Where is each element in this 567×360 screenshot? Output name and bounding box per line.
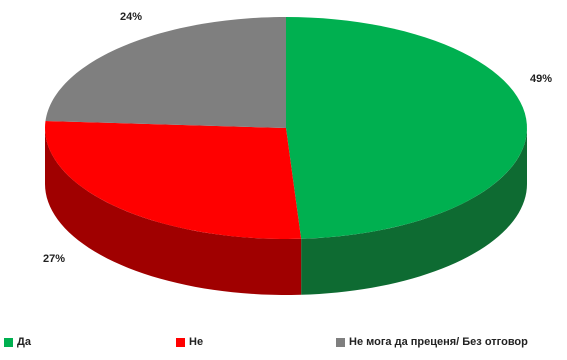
legend-item-undecided: Не мога да преценя/ Без отговор	[336, 336, 528, 348]
pie-slice-undecided	[45, 17, 287, 128]
data-label-undecided: 24%	[120, 11, 142, 23]
legend-swatch-no	[176, 337, 185, 347]
pie-side-yes	[301, 128, 527, 295]
data-label-no: 27%	[43, 253, 65, 265]
legend-item-yes: Да	[4, 336, 31, 348]
data-label-yes: 49%	[530, 73, 552, 85]
legend-label-undecided: Не мога да преценя/ Без отговор	[349, 336, 528, 348]
legend-swatch-yes	[4, 337, 13, 347]
legend-swatch-undecided	[336, 337, 345, 347]
legend-label-no: Не	[189, 336, 204, 348]
pie-tops	[45, 17, 527, 239]
pie-slice-yes	[286, 17, 527, 239]
legend-item-no: Не	[176, 336, 203, 348]
pie-side-no	[45, 128, 302, 295]
chart-legend: Да Не Не мога да преценя/ Без отговор	[0, 336, 567, 356]
pie-slice-no	[45, 121, 302, 239]
pie-labels: 49% 27% 24%	[43, 11, 552, 265]
pie-sides	[45, 128, 527, 295]
legend-label-yes: Да	[17, 336, 31, 348]
